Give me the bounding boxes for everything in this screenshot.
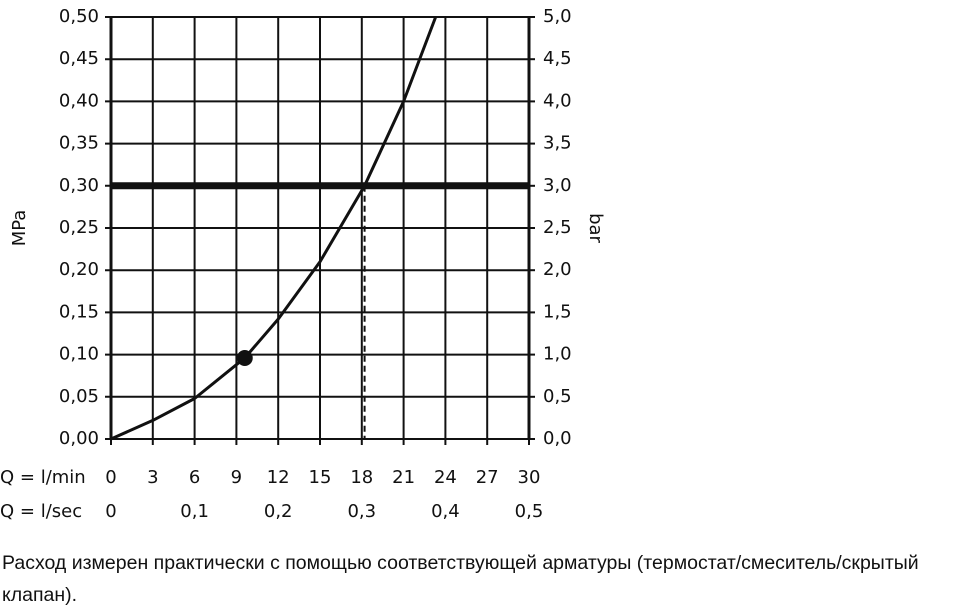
x-tick-label: 6 [189,467,200,488]
x-tick-label: 12 [267,467,290,488]
y2-tick-label: 2,5 [543,217,572,238]
y-tick-label: 0,35 [59,133,99,154]
y-tick-label: 0,30 [59,175,99,196]
caption: Расход измерен практически с помощью соо… [2,552,919,606]
y-tick-label: 0,15 [59,301,99,322]
x2-tick-label: 0,1 [180,501,209,522]
x-tick-label: 21 [392,467,415,488]
x-tick-label: 27 [476,467,499,488]
x-tick-label: 9 [231,467,242,488]
y2-tick-label: 4,5 [543,48,572,69]
y2-tick-label: 3,0 [543,175,572,196]
marker-dot [236,349,253,366]
y-tick-label: 0,20 [59,259,99,280]
x2-tick-label: 0,4 [431,501,460,522]
y2-axis-label: bar [585,213,606,243]
x-tick-label: 30 [518,467,541,488]
y-tick-label: 0,40 [59,90,99,111]
x-tick-label: 15 [309,467,332,488]
y2-tick-label: 0,0 [543,428,572,449]
x-tick-label: 3 [147,467,158,488]
curve [110,16,438,441]
x-tick-label: 24 [434,467,457,488]
y-tick-label: 0,00 [59,428,99,449]
x2-tick-label: 0,3 [347,501,376,522]
x2-tick-label: 0 [105,501,116,522]
y2-tick-label: 0,5 [543,386,572,407]
x-tick-label: 0 [105,467,116,488]
y-tick-label: 0,45 [59,48,99,69]
y-tick-label: 0,10 [59,344,99,365]
x2-tick-label: 0,2 [264,501,293,522]
y-tick-label: 0,05 [59,386,99,407]
y-tick-label: 0,50 [59,6,99,27]
y2-tick-label: 5,0 [543,6,572,27]
y2-tick-label: 3,5 [543,133,572,154]
x2-tick-label: 0,5 [515,501,544,522]
y2-tick-label: 2,0 [543,259,572,280]
x-axis-label: Q = l/min [0,467,86,488]
y2-tick-label: 4,0 [543,90,572,111]
y-axis-label: MPa [9,210,30,247]
x2-axis-label: Q = l/sec [0,501,82,522]
y2-tick-label: 1,0 [543,344,572,365]
y2-tick-label: 1,5 [543,301,572,322]
chart: Q = l/min Q = l/sec MPa bar 0 3 6 9 12 15 18 21… [0,6,606,522]
y-tick-label: 0,25 [59,217,99,238]
x-tick-label: 18 [350,467,373,488]
